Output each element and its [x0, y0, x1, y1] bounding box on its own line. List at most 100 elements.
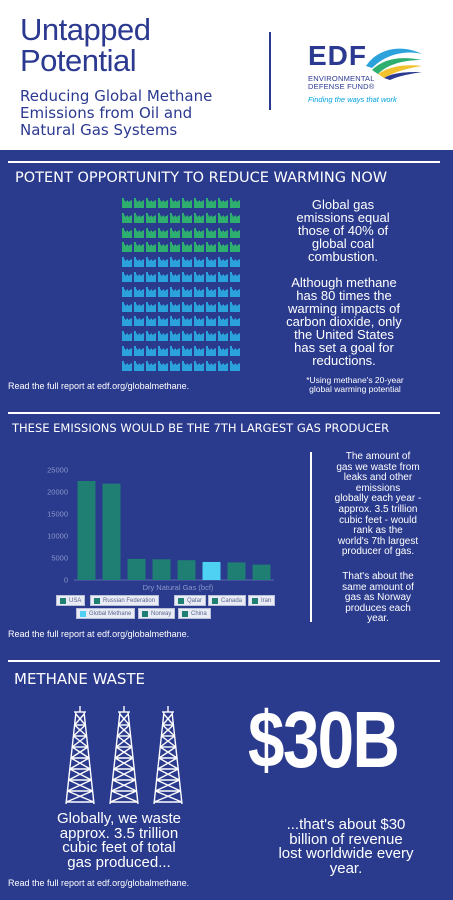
- factory-icon: [122, 242, 132, 253]
- factory-icon: [122, 257, 132, 268]
- factory-icon: [146, 331, 156, 342]
- factory-icon: [182, 360, 192, 371]
- factory-icon: [122, 301, 132, 312]
- factory-icon: [182, 286, 192, 297]
- factory-icon: [122, 272, 132, 282]
- factory-icon: [182, 272, 192, 282]
- factory-icon: [134, 286, 144, 297]
- subtitle-line-3: Natural Gas Systems: [20, 121, 178, 139]
- factory-icon: [122, 346, 132, 356]
- factory-icon: [146, 316, 156, 327]
- title-line-2: Potential: [20, 43, 137, 78]
- report-link[interactable]: Read the full report at edf.org/globalme…: [8, 629, 190, 639]
- factory-icon: [134, 360, 144, 371]
- bar-iran: [177, 560, 196, 580]
- factory-icon: [218, 331, 228, 342]
- factory-icon: [194, 331, 204, 342]
- legend-label: USA: [69, 597, 82, 604]
- factory-icon: [182, 331, 192, 342]
- bar-china: [252, 564, 271, 580]
- legend-item: Iran: [248, 595, 276, 606]
- revenue-loss-line: lost worldwide every: [278, 845, 414, 862]
- factory-icon: [182, 198, 192, 208]
- section-heading-methane-waste: METHANE WASTE: [14, 670, 146, 688]
- factory-icon: [182, 301, 192, 312]
- gas-producer-bar-chart: 25000 20000 15000 10000 5000 0 Dry Natural Gas…: [47, 466, 274, 592]
- divider: [8, 660, 440, 662]
- report-link[interactable]: Read the full report at edf.org/globalme…: [8, 381, 190, 391]
- factory-icon: [122, 331, 132, 342]
- factory-icon: [206, 242, 216, 253]
- factory-icon: [170, 198, 180, 208]
- factory-icon: [218, 286, 228, 297]
- bar-global-methane: [202, 561, 221, 580]
- subtitle-line-2: Emissions from Oil and: [20, 104, 193, 122]
- coal-comparison-line: Global gas: [311, 197, 375, 212]
- coal-comparison-line: combustion.: [307, 249, 379, 264]
- factory-icon: [206, 346, 216, 356]
- coal-comparison-line: those of 40% of: [297, 223, 389, 238]
- factory-icon: [134, 272, 144, 282]
- factory-icon: [230, 331, 240, 342]
- factory-icon: [158, 331, 168, 342]
- bar-qatar: [127, 558, 146, 580]
- norway-comparison-line: year.: [367, 613, 389, 625]
- factory-icon: [146, 286, 156, 297]
- legend-swatch: [94, 597, 100, 604]
- factory-icon: [218, 198, 228, 208]
- subtitle-line-1: Reducing Global Methane: [20, 87, 213, 105]
- revenue-loss-line: billion of revenue: [289, 830, 403, 848]
- methane-impact-line: reductions.: [312, 353, 376, 368]
- factory-icon: [158, 346, 168, 356]
- factory-icon: [122, 212, 132, 223]
- y-tick-label: 5000: [51, 554, 68, 563]
- factory-icon: [206, 286, 216, 297]
- factory-icon: [146, 257, 156, 268]
- waste-volume-line: approx. 3.5 trillion: [59, 824, 179, 842]
- factory-icon: [218, 301, 228, 312]
- factory-icon: [158, 272, 168, 282]
- factory-icon: [182, 316, 192, 327]
- factory-icon: [182, 227, 192, 238]
- factory-icon: [170, 272, 180, 282]
- factory-icon: [146, 346, 156, 356]
- bar-norway: [227, 562, 246, 580]
- legend-swatch: [212, 597, 218, 604]
- factory-icon: [170, 257, 180, 268]
- factory-icon: [194, 301, 204, 312]
- waste-rank-text: The amount of gas we waste from leaks and …: [318, 451, 438, 558]
- legend-item: Global Methane: [76, 608, 136, 619]
- factory-icon: [146, 360, 156, 371]
- y-tick-label: 0: [64, 576, 68, 585]
- gwp-footnote: *Using methane's 20-year global warming p…: [300, 376, 410, 394]
- factory-icon: [122, 198, 132, 208]
- factory-icon: [146, 301, 156, 312]
- factory-icon: [194, 242, 204, 253]
- factory-icon: [230, 360, 240, 371]
- header: Untapped Potential Reducing Global Metha…: [0, 0, 453, 150]
- norway-comparison-line: gas as Norway: [344, 592, 412, 604]
- legend-swatch: [252, 597, 258, 604]
- factory-icon: [194, 360, 204, 371]
- factory-icon: [134, 257, 144, 268]
- factory-icon: [194, 227, 204, 238]
- oil-rig-icon: [109, 706, 139, 805]
- waste-volume-text: Globally, we waste approx. 3.5 trillion cu…: [36, 811, 202, 870]
- factory-icon: [134, 212, 144, 223]
- report-link[interactable]: Read the full report at edf.org/globalme…: [8, 878, 190, 888]
- legend-label: Global Methane: [89, 610, 132, 617]
- legend-swatch: [60, 597, 66, 604]
- factory-icon: [170, 286, 180, 297]
- factory-icon: [194, 286, 204, 297]
- factory-icon: [158, 316, 168, 327]
- logo-swoosh-icon: [366, 48, 422, 80]
- factory-icon: [146, 212, 156, 223]
- logo-tagline: Finding the ways that work: [308, 95, 397, 104]
- factory-icon: [170, 346, 180, 356]
- factory-icon: [158, 198, 168, 208]
- factory-icon: [170, 227, 180, 238]
- factory-icon-grid: [122, 196, 242, 374]
- vertical-divider: [310, 452, 312, 622]
- factory-icon: [230, 227, 240, 238]
- factory-icon: [182, 242, 192, 253]
